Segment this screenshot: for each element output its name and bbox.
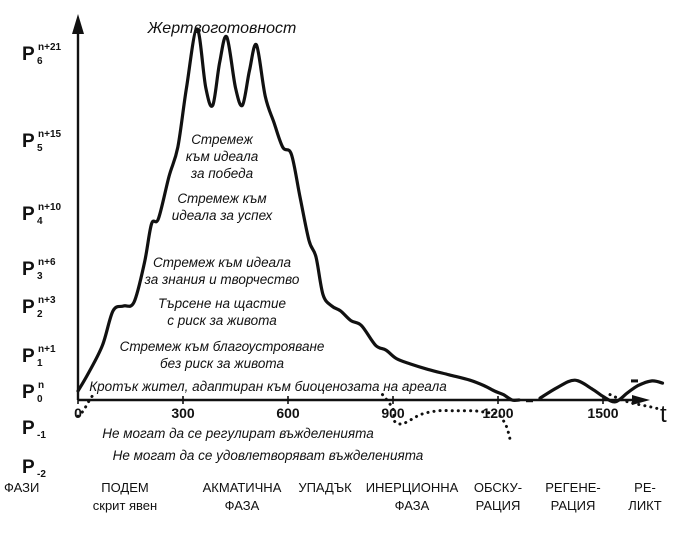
y-level-superscript: n+21 (38, 42, 62, 53)
phase-label: ОБСКУ- (474, 480, 522, 495)
x-axis-arrow (632, 395, 650, 405)
phase-label: РАЦИЯ (551, 498, 596, 513)
y-level-subscript: -1 (37, 430, 46, 441)
phase-label: ФАЗА (395, 498, 430, 513)
level-annotation: Стремеж към (177, 191, 266, 206)
y-level-subscript: 5 (37, 143, 43, 154)
dotted-curve (608, 393, 661, 411)
y-level-subscript: 3 (37, 271, 43, 282)
phase-label: РАЦИЯ (476, 498, 521, 513)
x-tick-label: 900 (381, 405, 405, 421)
y-level-label: P (22, 346, 35, 367)
y-level-superscript: n+3 (38, 295, 56, 306)
y-level-subscript: -2 (37, 469, 46, 480)
y-level-subscript: 2 (37, 309, 43, 320)
level-annotation: за знания и творчество (144, 272, 300, 287)
x-tick-label: 1200 (482, 405, 513, 421)
phase-label: АКМАТИЧНА (203, 480, 282, 495)
curves (76, 27, 665, 443)
level-annotation: без риск за живота (160, 356, 284, 371)
level-annotation: Търсене на щастие (158, 296, 286, 311)
phases-axis-label: ФАЗИ (4, 480, 39, 495)
level-annotation: Стремеж (191, 132, 253, 147)
y-level-label: P (22, 457, 35, 478)
y-level-superscript: n (38, 380, 44, 391)
x-tick-label: 300 (171, 405, 195, 421)
y-level-superscript: n+10 (38, 202, 62, 213)
phase-label: РЕ- (634, 480, 656, 495)
level-annotation: за победа (190, 166, 254, 181)
chart-title: Жертвоготовност (147, 20, 297, 37)
y-axis-arrow (72, 14, 84, 34)
y-level-label: P (22, 44, 35, 65)
y-level-subscript: 4 (37, 216, 43, 227)
level-annotation: Стремеж към благоустрояване (120, 339, 325, 354)
y-level-subscript: 1 (37, 358, 43, 369)
y-level-label: P (22, 204, 35, 225)
y-level-label: P (22, 259, 35, 280)
y-level-subscript: 0 (37, 394, 43, 405)
y-level-label: P (22, 382, 35, 403)
level-annotation: с риск за живота (167, 313, 277, 328)
y-level-superscript: n+1 (38, 344, 56, 355)
x-axis-label: t (660, 401, 667, 428)
main-curve (76, 27, 521, 402)
y-level-label: P (22, 418, 35, 439)
phase-label: ФАЗА (225, 498, 260, 513)
level-annotation: Кротък жител, адаптиран към биоценозата … (89, 379, 447, 394)
level-annotation: Не могат да се удовлетворяват въжделения… (113, 448, 424, 463)
phase-label: скрит явен (93, 498, 157, 513)
level-annotation: идеала за успех (172, 208, 274, 223)
dotted-curve (381, 393, 512, 443)
phase-label: РЕГЕНЕ- (545, 480, 600, 495)
level-annotation: Не могат да се регулират въжделенията (102, 426, 374, 441)
y-level-label: P (22, 297, 35, 318)
y-level-subscript: 6 (37, 56, 43, 67)
x-tick-label: 0 (74, 405, 82, 421)
phase-label: УПАДЪК (298, 480, 352, 495)
level-annotation: към идеала (186, 149, 259, 164)
phase-label: ЛИКТ (628, 498, 661, 513)
main-curve (538, 378, 665, 404)
y-level-superscript: n+15 (38, 129, 62, 140)
x-tick-label: 1500 (587, 405, 618, 421)
x-tick-label: 600 (276, 405, 300, 421)
labels: 0 300 600 900 1200 1500 tP 6n+21P 5n+15P 4n+10P 3n… (4, 20, 667, 513)
phase-label: ПОДЕМ (101, 480, 148, 495)
phase-label: ИНЕРЦИОННА (366, 480, 459, 495)
y-level-superscript: n+6 (38, 257, 56, 268)
level-annotation: Стремеж към идеала (153, 255, 291, 270)
axes (72, 14, 650, 405)
dotted-curve (76, 394, 94, 418)
y-level-label: P (22, 131, 35, 152)
